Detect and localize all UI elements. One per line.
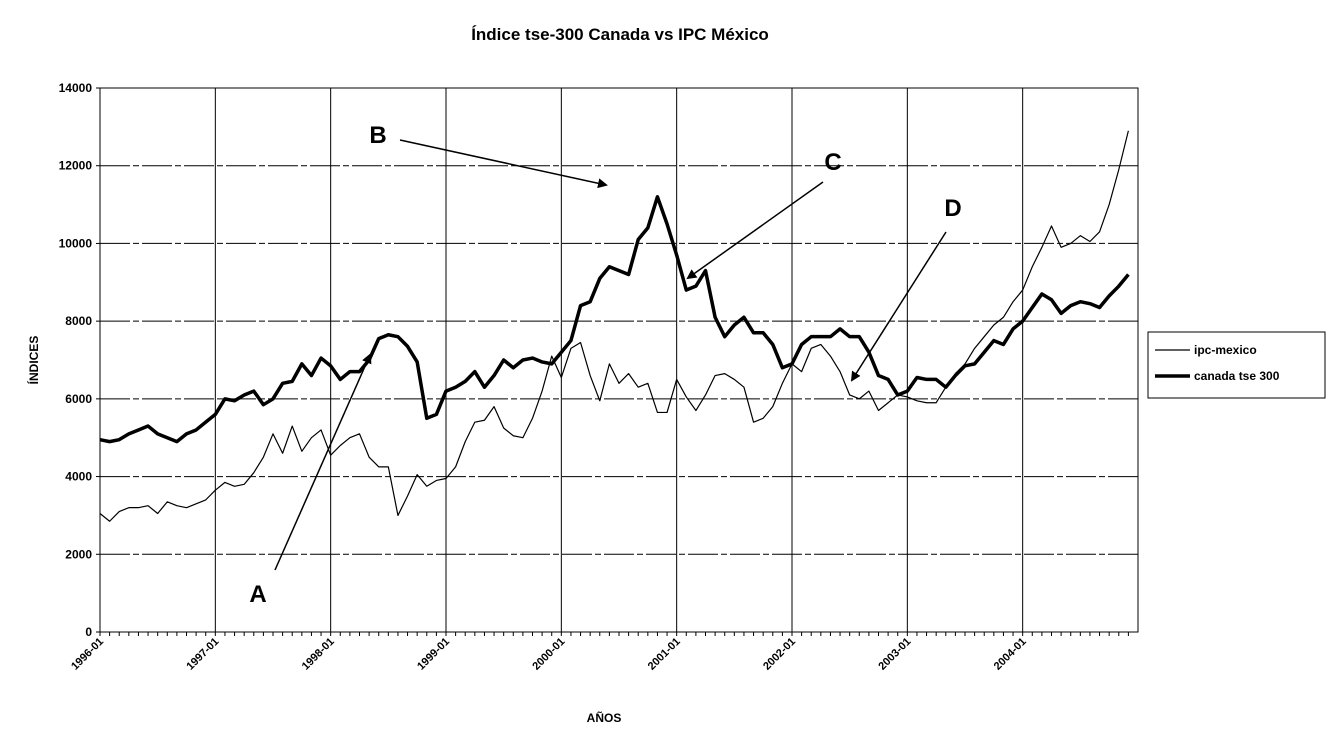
x-axis-title: AÑOS (587, 710, 622, 725)
series-line (99, 130, 1129, 522)
y-tick-label: 0 (85, 625, 92, 639)
annotation-arrow (274, 353, 372, 571)
y-tick-label: 4000 (65, 470, 92, 484)
y-tick-label: 2000 (65, 547, 92, 561)
annotation-arrow (399, 139, 608, 189)
annotation-arrow (686, 181, 824, 280)
y-tick-label: 14000 (59, 81, 93, 95)
annotation-arrow (850, 231, 947, 382)
y-axis-title: ÍNDICES (26, 336, 41, 385)
y-tick-label: 6000 (65, 392, 92, 406)
series-line (99, 195, 1130, 444)
x-tick-label: 1997-01 (184, 636, 221, 673)
x-tick-label: 1999-01 (415, 636, 452, 673)
legend-label: canada tse 300 (1194, 369, 1280, 383)
x-tick-label: 1998-01 (300, 636, 337, 673)
y-tick-label: 10000 (59, 236, 93, 250)
legend-box (1147, 331, 1326, 399)
x-tick-label: 2001-01 (646, 636, 683, 673)
chart-title: Índice tse-300 Canada vs IPC México (471, 25, 769, 44)
annotation: C (824, 149, 841, 176)
x-tick-label: 2000-01 (530, 636, 567, 673)
legend-label: ipc-mexico (1194, 343, 1257, 357)
y-tick-label: 8000 (65, 314, 92, 328)
x-tick-label: 2003-01 (876, 636, 913, 673)
x-tick-label: 2004-01 (992, 636, 1029, 673)
annotation: D (944, 195, 961, 222)
x-tick-label: 1996-01 (69, 636, 106, 673)
x-tick-label: 2002-01 (761, 636, 798, 673)
annotation: B (369, 122, 386, 149)
plot-border (99, 87, 1139, 633)
y-tick-label: 12000 (59, 159, 93, 173)
annotation: A (249, 581, 266, 608)
